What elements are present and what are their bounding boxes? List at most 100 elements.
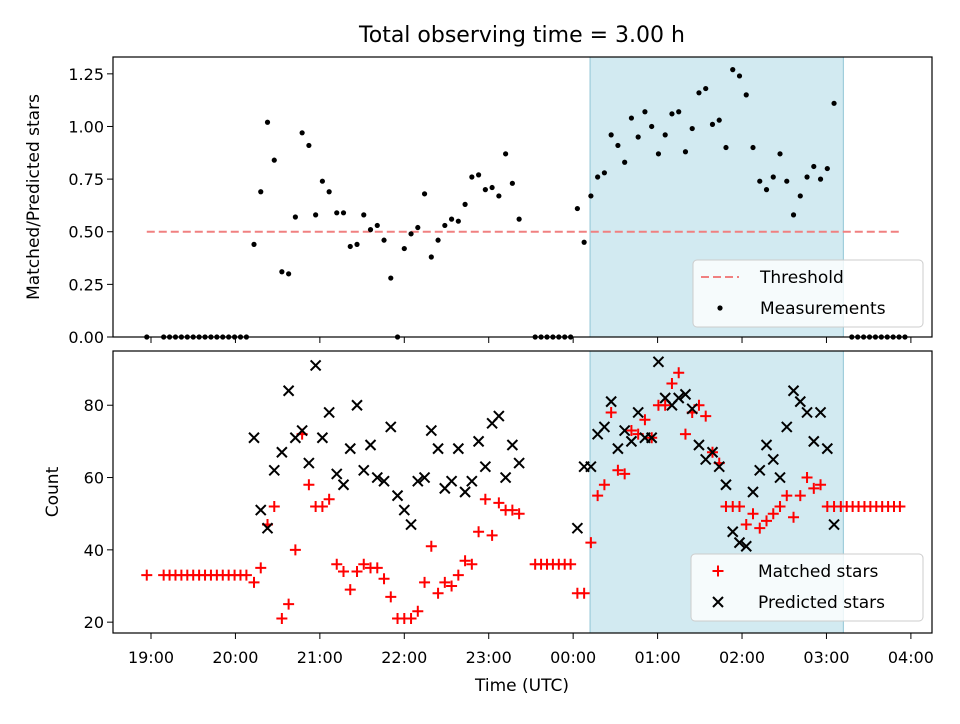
measurements-point bbox=[588, 193, 594, 199]
measurements-point bbox=[408, 231, 414, 237]
measurements-point bbox=[723, 144, 729, 151]
legend-label: Matched stars bbox=[758, 562, 878, 582]
predicted-stars-point bbox=[605, 395, 617, 408]
measurements-point bbox=[475, 172, 482, 178]
matched-stars-point bbox=[283, 598, 295, 610]
measurements-point bbox=[496, 193, 502, 199]
measurements-point bbox=[574, 205, 580, 212]
predicted-stars-point bbox=[316, 432, 329, 444]
x-tick-label: 21:00 bbox=[297, 648, 343, 667]
matched-stars-point bbox=[385, 591, 397, 603]
matched-stars-point bbox=[452, 569, 464, 581]
matched-stars-point bbox=[740, 519, 752, 531]
measurements-point bbox=[817, 176, 824, 182]
predicted-stars-point bbox=[686, 403, 698, 415]
legend-matched-swatch bbox=[712, 565, 724, 577]
predicted-stars-point bbox=[720, 479, 732, 491]
matched-stars-point bbox=[894, 500, 906, 512]
matched-stars-point bbox=[754, 522, 766, 534]
measurements-point bbox=[696, 90, 702, 96]
predicted-stars-point bbox=[727, 526, 739, 538]
matched-stars-point bbox=[255, 562, 267, 574]
matched-stars-point bbox=[358, 558, 370, 570]
measurements-point bbox=[689, 125, 695, 132]
x-tick-label: 23:00 bbox=[466, 648, 512, 667]
measurements-point bbox=[292, 214, 298, 220]
plot-frame bbox=[112, 350, 933, 634]
matched-stars-point bbox=[625, 425, 637, 437]
x-axis-label: Time (UTC) bbox=[474, 676, 569, 696]
measurements-point bbox=[258, 189, 264, 195]
matched-stars-point bbox=[585, 537, 597, 549]
matched-stars-point bbox=[801, 472, 813, 484]
predicted-stars-point bbox=[598, 421, 611, 433]
x-tick-label: 20:00 bbox=[212, 648, 258, 667]
predicted-stars-point bbox=[808, 435, 820, 448]
predicted-stars-point bbox=[412, 475, 424, 487]
measurements-point bbox=[509, 180, 515, 186]
predicted-stars-point bbox=[774, 471, 786, 484]
predicted-stars-point bbox=[706, 446, 719, 458]
legend-box bbox=[690, 553, 924, 622]
measurements-point bbox=[777, 151, 783, 157]
matched-stars-point bbox=[276, 613, 288, 625]
predicted-stars-point bbox=[385, 421, 397, 433]
predicted-stars-point bbox=[466, 475, 478, 487]
legend-measurements-swatch bbox=[717, 305, 723, 311]
matched-stars-point bbox=[781, 490, 793, 502]
predicted-stars-point bbox=[493, 410, 505, 422]
measurements-point bbox=[306, 142, 312, 149]
legend-label: Predicted stars bbox=[758, 593, 885, 613]
predicted-stars-point bbox=[418, 471, 431, 484]
y-tick-label: 0.25 bbox=[68, 275, 104, 294]
measurements-point bbox=[251, 241, 257, 247]
matched-stars-point bbox=[815, 479, 827, 491]
matched-stars-point bbox=[303, 479, 315, 491]
matched-stars-point bbox=[619, 468, 631, 480]
measurements-point bbox=[730, 67, 736, 73]
matched-stars-point bbox=[808, 482, 820, 494]
matched-stars-point bbox=[323, 493, 335, 505]
measurements-point bbox=[655, 151, 662, 157]
predicted-stars-point bbox=[276, 446, 288, 458]
measurements-point bbox=[601, 170, 608, 176]
measurements-point bbox=[831, 100, 837, 106]
legend: Matched stars Predicted stars bbox=[690, 553, 924, 622]
predicted-stars-point bbox=[479, 460, 492, 473]
predicted-stars-point bbox=[801, 406, 813, 419]
predicted-stars-point bbox=[760, 439, 773, 451]
matched-stars-point bbox=[473, 526, 485, 538]
measurements-point bbox=[709, 121, 716, 127]
matched-stars-point bbox=[761, 515, 773, 527]
measurements-point bbox=[628, 115, 635, 121]
legend-box bbox=[692, 259, 924, 328]
matched-stars-point bbox=[639, 414, 651, 426]
predicted-stars-point bbox=[754, 464, 766, 477]
measurements-point bbox=[642, 109, 648, 115]
matched-stars-point bbox=[493, 497, 505, 509]
measurements-point bbox=[279, 269, 285, 275]
measurements-point bbox=[503, 151, 509, 157]
matched-stars-point bbox=[659, 399, 671, 411]
measurements-point bbox=[669, 111, 675, 117]
measurements-point bbox=[442, 222, 448, 229]
predicted-stars-point bbox=[296, 424, 308, 437]
legend-label: Measurements bbox=[760, 299, 886, 319]
measurements-point bbox=[662, 132, 668, 138]
predicted-stars-point bbox=[371, 471, 383, 484]
measurements-point bbox=[811, 163, 817, 170]
legend: Threshold Measurements bbox=[692, 259, 924, 328]
predicted-stars-point bbox=[618, 424, 631, 437]
predicted-stars-point bbox=[309, 359, 322, 372]
matched-stars-point bbox=[506, 504, 518, 516]
x-tick-label: 04:00 bbox=[888, 648, 934, 667]
measurements-point bbox=[750, 144, 756, 151]
predicted-stars-point bbox=[632, 406, 644, 419]
top-panel: 0.00 0.25 0.50 0.75 1.00 1.25 Matched/Predicte… bbox=[24, 56, 933, 347]
predicted-stars-point bbox=[472, 435, 485, 448]
matched-stars-point bbox=[289, 544, 301, 556]
measurements-point bbox=[388, 275, 394, 281]
measurements-point bbox=[313, 212, 319, 218]
matched-stars-point bbox=[673, 367, 685, 379]
